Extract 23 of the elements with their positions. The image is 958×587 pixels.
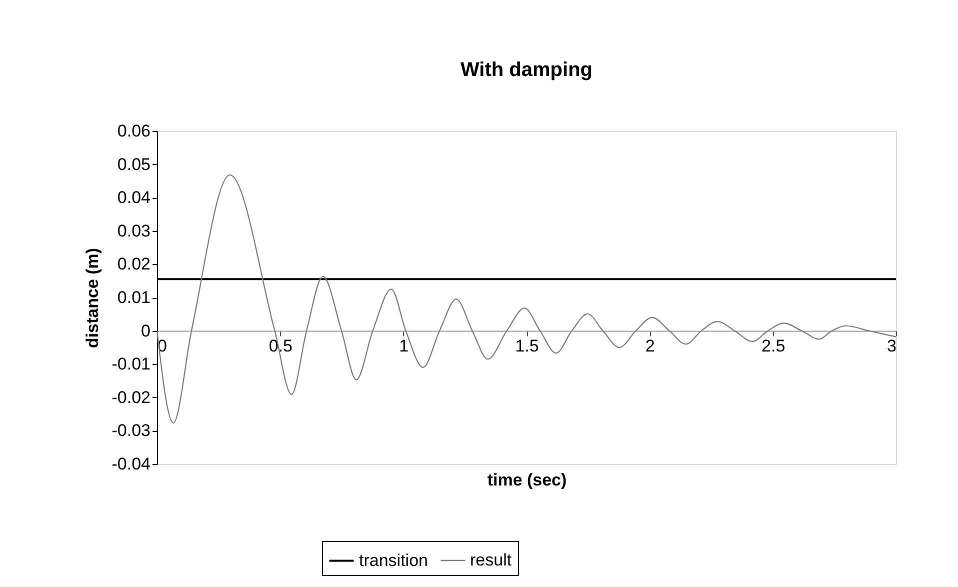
y-tick-label: 0.01: [117, 288, 150, 307]
x-tick-label: 3: [887, 336, 896, 356]
y-tick-label: 0.03: [117, 221, 150, 240]
x-tick-label: 1.5: [515, 336, 539, 356]
y-axis-title: distance (m): [82, 248, 102, 348]
y-tick-label: -0.01: [112, 354, 150, 374]
y-tick-label: 0.04: [117, 188, 150, 208]
y-tick-label: 0: [141, 321, 150, 340]
x-tick-label: 2.5: [762, 336, 786, 356]
y-tick-label: 0.02: [117, 254, 150, 274]
y-tick-label: -0.03: [112, 421, 150, 440]
chart-title: With damping: [460, 59, 593, 81]
line-series: [157, 174, 896, 424]
y-tick-label: -0.02: [112, 388, 150, 407]
x-tick-label: 2: [645, 336, 655, 356]
y-tick-label: 0.05: [117, 154, 150, 174]
legend-label: result: [470, 550, 512, 570]
x-tick-label: 1: [399, 336, 409, 356]
legend-label: transition: [359, 550, 428, 570]
x-axis-title: time (sec): [487, 470, 567, 490]
x-tick-label: 0.5: [268, 336, 292, 356]
y-tick-label: 0.06: [117, 122, 150, 140]
y-tick-label: -0.04: [112, 454, 150, 474]
